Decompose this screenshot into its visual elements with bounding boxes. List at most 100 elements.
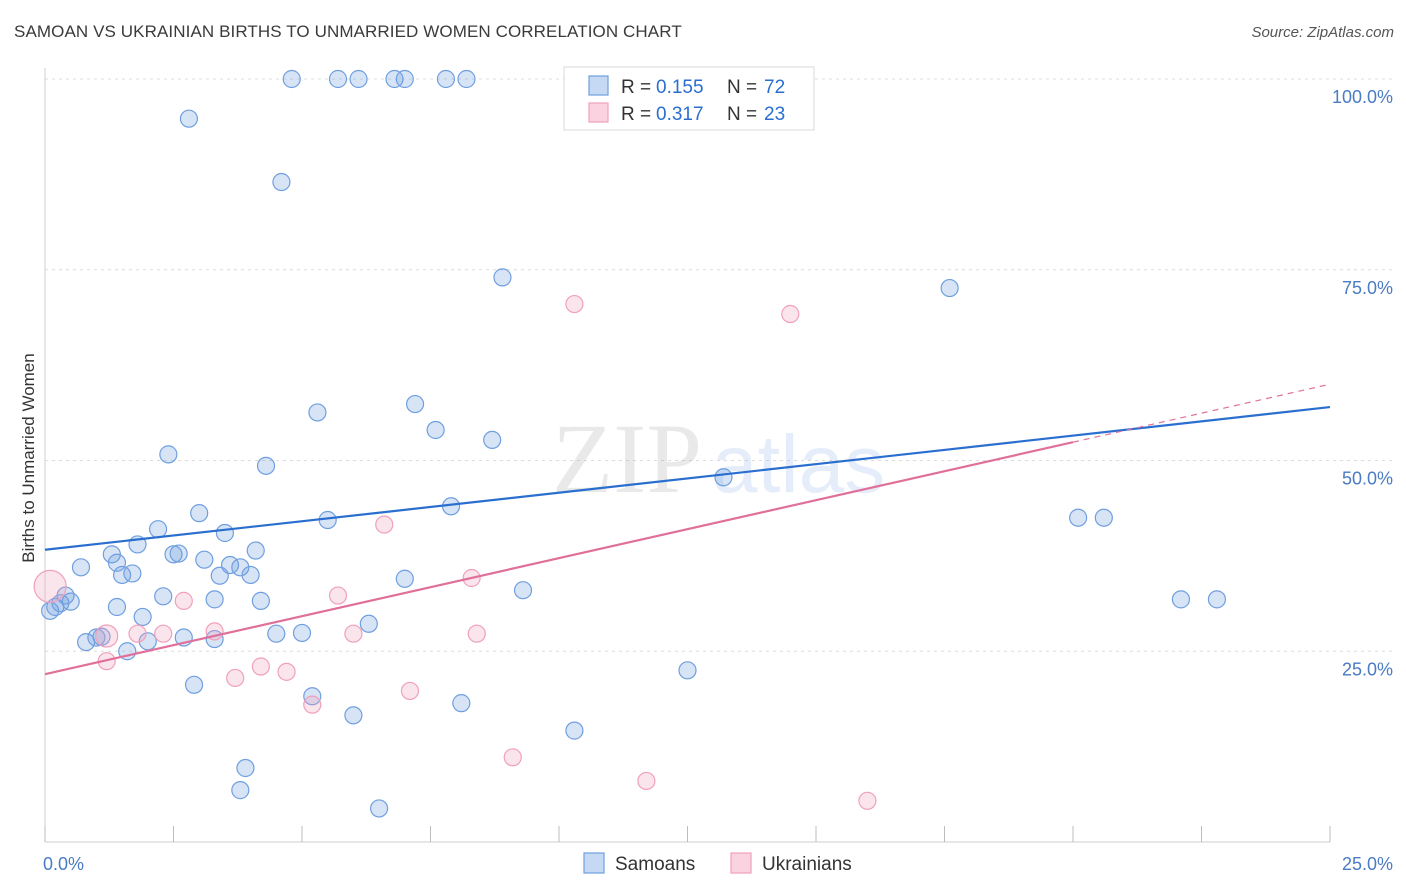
- y-tick-label-75: 75.0%: [1342, 278, 1393, 298]
- stats-n-label-samoans: N =: [727, 77, 757, 98]
- samoans-point: [154, 587, 173, 606]
- samoans-point: [246, 541, 265, 560]
- y-tick-label-50: 50.0%: [1342, 469, 1393, 489]
- x-tick-labels: 0.0% 25.0%: [43, 854, 1393, 874]
- stats-n-value-samoans: 72: [764, 77, 785, 98]
- stats-n-label-ukrainians: N =: [727, 104, 757, 125]
- ukrainians-point: [277, 662, 296, 681]
- samoans-point: [436, 69, 456, 89]
- samoans-point: [184, 675, 204, 694]
- samoans-point: [195, 550, 214, 569]
- samoans-point: [292, 623, 312, 643]
- samoans-point: [272, 172, 291, 192]
- samoans-point: [513, 581, 533, 600]
- samoans-point: [282, 69, 301, 89]
- ukrainians-point: [154, 624, 173, 643]
- legend-label-ukrainians: Ukrainians: [762, 854, 852, 875]
- samoans-point: [344, 706, 363, 725]
- legend-swatch-ukrainians: [730, 852, 752, 874]
- stats-r-label-samoans: R =: [621, 77, 651, 98]
- samoans-point: [107, 553, 127, 572]
- legend-swatch-samoans: [583, 852, 605, 874]
- ukrainians-point: [565, 294, 584, 314]
- samoans-point: [133, 607, 152, 627]
- stats-swatch-ukrainians: [588, 102, 609, 123]
- samoans-point: [159, 445, 178, 464]
- stats-n-value-ukrainians: 23: [764, 104, 785, 125]
- ukrainians-point: [33, 569, 67, 603]
- samoans-point: [349, 69, 368, 89]
- samoans-point: [87, 628, 106, 647]
- samoans-trend-line: [44, 405, 1331, 551]
- stats-swatch-samoans: [588, 75, 609, 96]
- samoans-point: [61, 592, 80, 611]
- samoans-point: [205, 590, 224, 609]
- ukrainians-point: [251, 657, 270, 676]
- samoans-point: [328, 69, 348, 89]
- source-label: Source: ZipAtlas.com: [1251, 24, 1394, 41]
- samoans-point: [215, 523, 234, 543]
- samoans-point: [457, 69, 476, 89]
- ukrainians-point: [858, 791, 877, 810]
- samoans-point: [148, 520, 168, 539]
- ukrainians-point: [226, 668, 245, 688]
- ukrainians-point: [328, 586, 348, 605]
- ukrainians-point: [303, 695, 322, 714]
- trend-lines: [44, 383, 1331, 676]
- ukrainians-point: [781, 304, 800, 324]
- ukrainians-point: [467, 624, 486, 643]
- samoans-point: [483, 430, 502, 449]
- samoans-point: [714, 468, 733, 487]
- stats-r-value-samoans: 0.155: [656, 77, 704, 98]
- samoans-point: [1094, 508, 1113, 527]
- y-tick-label-25: 25.0%: [1342, 659, 1393, 679]
- stats-r-label-ukrainians: R =: [621, 104, 651, 125]
- samoans-point: [493, 268, 512, 287]
- samoans-point: [1171, 590, 1191, 609]
- bottom-legend: Samoans Ukrainians: [583, 852, 852, 875]
- samoans-point: [359, 614, 378, 633]
- ukrainians-point: [637, 771, 656, 791]
- samoans-point: [1069, 508, 1088, 527]
- samoans-point: [426, 420, 445, 440]
- samoans-point: [565, 721, 584, 740]
- stats-r-value-ukrainians: 0.317: [656, 104, 704, 125]
- ukrainians-point: [400, 681, 420, 701]
- samoans-point: [395, 569, 414, 588]
- samoans-point: [107, 597, 127, 617]
- samoans-point: [267, 624, 286, 643]
- samoans-point: [241, 565, 260, 585]
- x-tick-label-end: 25.0%: [1342, 854, 1393, 874]
- samoans-points: [41, 69, 1227, 818]
- x-tick-label-start: 0.0%: [43, 854, 84, 874]
- samoans-point: [385, 69, 404, 89]
- samoans-point: [452, 694, 471, 713]
- samoans-point: [164, 545, 183, 564]
- ukrainians-point: [174, 591, 193, 610]
- samoans-point: [308, 403, 327, 422]
- samoans-point: [370, 799, 389, 818]
- samoans-point: [236, 758, 255, 778]
- samoans-point: [395, 69, 414, 89]
- samoans-point: [256, 456, 276, 475]
- samoans-point: [169, 544, 188, 563]
- samoans-point: [179, 109, 199, 128]
- samoans-point: [231, 781, 250, 800]
- samoans-point: [123, 564, 142, 583]
- samoans-point: [940, 278, 959, 298]
- ukrainians-point: [375, 515, 394, 534]
- samoans-point: [190, 504, 209, 523]
- legend-label-samoans: Samoans: [615, 854, 695, 875]
- y-tick-label-100: 100.0%: [1332, 87, 1393, 107]
- samoans-point: [1207, 590, 1227, 609]
- ukrainians-point: [344, 624, 363, 643]
- watermark-zip: ZIP: [552, 403, 702, 514]
- axes: [44, 68, 1331, 843]
- chart-title: SAMOAN VS UKRAINIAN BIRTHS TO UNMARRIED …: [14, 22, 682, 41]
- samoans-point: [251, 591, 270, 610]
- watermark: ZIP atlas: [552, 403, 885, 514]
- samoans-point: [231, 558, 250, 577]
- ukrainians-trend-line: [44, 441, 1074, 676]
- ukrainians-point: [128, 624, 147, 643]
- samoans-point: [405, 394, 425, 414]
